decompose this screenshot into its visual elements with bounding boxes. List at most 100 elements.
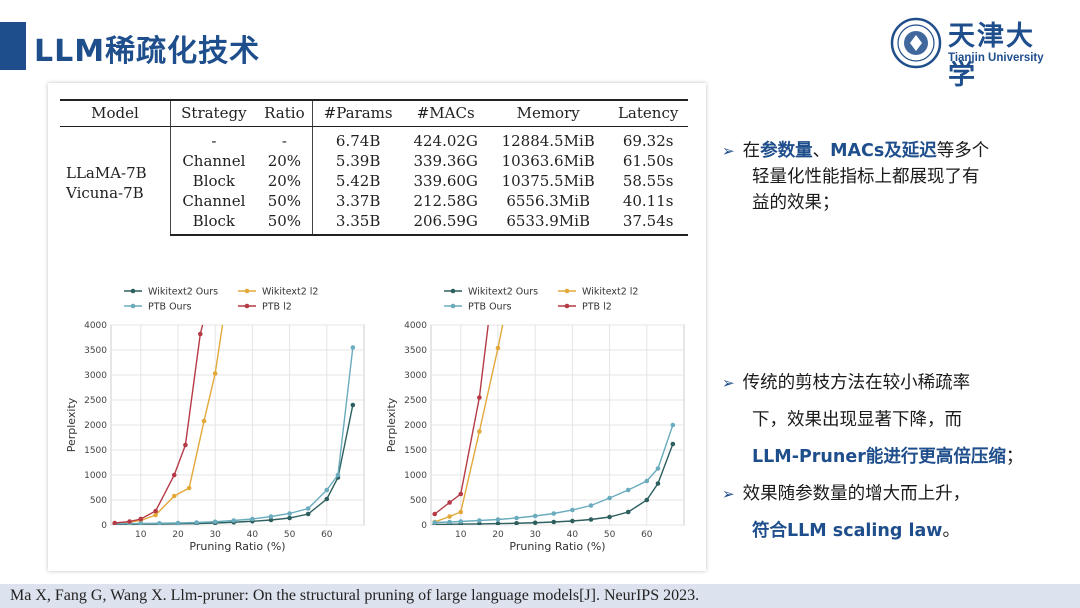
x-axis-label: Pruning Ratio (%) xyxy=(189,540,285,553)
bullet-3: ➢ 效果随参数量的增大而上升， 符合LLM scaling law。 xyxy=(722,476,1062,550)
cell-strategy: Channel xyxy=(182,152,246,170)
data-point xyxy=(551,519,557,525)
data-point xyxy=(212,519,218,525)
model-name: LLaMA-7B xyxy=(66,164,147,182)
bullet-arrow-icon: ➢ xyxy=(722,485,735,503)
bullet-text: 效果随参数量的增大而上升， xyxy=(742,484,971,504)
legend-label: PTB l2 xyxy=(582,302,612,313)
data-point xyxy=(607,495,612,501)
legend-label: Wikitext2 Ours xyxy=(148,287,218,298)
data-point xyxy=(268,514,274,519)
cell-memory: 6533.9MiB xyxy=(488,211,609,236)
x-tick-label: 60 xyxy=(321,530,333,540)
data-point xyxy=(127,519,132,524)
x-tick-label: 10 xyxy=(455,530,467,540)
y-tick-label: 2000 xyxy=(84,421,107,431)
cell-params: 5.42B xyxy=(335,172,381,190)
th-strategy: Strategy xyxy=(170,99,257,127)
legend-label: Wikitext2 l2 xyxy=(262,287,318,298)
x-tick-label: 60 xyxy=(641,530,653,540)
data-point xyxy=(447,500,452,505)
data-point xyxy=(212,371,218,376)
th-memory: Memory xyxy=(488,99,609,127)
legend-marker xyxy=(564,288,570,294)
data-point xyxy=(112,520,118,525)
legend-label: PTB l2 xyxy=(262,302,292,313)
x-tick-label: 50 xyxy=(284,530,296,540)
legend-label: PTB Ours xyxy=(148,302,191,313)
cell-macs: 206.59G xyxy=(403,211,489,236)
x-tick-label: 40 xyxy=(247,530,259,540)
bullet-text: 等多个 xyxy=(936,141,990,161)
footer-bar: Ma X, Fang G, Wang X. Llm-pruner: On the… xyxy=(0,584,1080,608)
data-point xyxy=(551,511,557,516)
y-tick-label: 1000 xyxy=(84,471,107,481)
series-line xyxy=(434,325,504,523)
x-tick-label: 30 xyxy=(529,530,541,540)
data-point xyxy=(194,520,199,525)
slide-title: LLM稀疏化技术 xyxy=(34,34,261,69)
data-point xyxy=(447,519,452,525)
cell-memory: 6556.3MiB xyxy=(506,192,590,210)
data-point xyxy=(335,472,341,478)
results-table: Model Strategy Ratio #Params #MACs Memor… xyxy=(60,99,688,236)
y-tick-label: 1500 xyxy=(404,446,427,456)
data-point xyxy=(495,521,501,525)
table-row: Channel 50% 3.37B 212.58G 6556.3MiB 40.1… xyxy=(60,191,688,211)
y-tick-label: 0 xyxy=(421,521,427,531)
data-point xyxy=(655,481,661,486)
x-tick-label: 10 xyxy=(135,530,147,540)
data-point xyxy=(171,472,177,478)
cell-ratio: 50% xyxy=(256,211,313,236)
title-accent-bar xyxy=(0,22,26,70)
legend-marker xyxy=(244,288,250,294)
th-macs: #MACs xyxy=(403,99,489,127)
bullet-2: ➢ 传统的剪枝方法在较小稀疏率 下，效果出现显著下降，而 LLM-Pruner能进… xyxy=(722,365,1062,476)
data-point xyxy=(495,345,501,351)
data-point xyxy=(495,517,501,522)
table-row: Block 20% 5.42B 339.60G 10375.5MiB 58.55… xyxy=(60,171,688,191)
y-tick-label: 500 xyxy=(410,496,427,506)
y-tick-label: 3500 xyxy=(404,346,427,356)
bullet-text: 下，效果出现显著下降，而 xyxy=(752,410,962,430)
cell-ratio: 50% xyxy=(256,191,313,211)
data-point xyxy=(268,517,274,523)
data-point xyxy=(153,508,158,514)
data-point xyxy=(570,507,575,513)
cell-latency: 37.54s xyxy=(608,211,688,236)
data-point xyxy=(138,516,144,522)
data-point xyxy=(625,487,631,493)
cell-strategy: Channel xyxy=(182,192,246,210)
data-point xyxy=(432,511,438,517)
results-table-wrap: Model Strategy Ratio #Params #MACs Memor… xyxy=(60,99,688,236)
data-point xyxy=(458,509,464,515)
citation: Ma X, Fang G, Wang X. Llm-pruner: On the… xyxy=(10,587,700,604)
perplexity-chart-left: 0 500 1000 1500 2000 2500 3000 3500 4000 10 20 30 40… xyxy=(65,287,365,553)
legend-marker xyxy=(564,303,570,309)
data-point xyxy=(588,517,594,522)
data-point xyxy=(197,331,203,337)
data-point xyxy=(250,516,255,522)
y-tick-label: 3500 xyxy=(84,346,107,356)
y-axis-label: Perplexity xyxy=(385,397,398,452)
cell-memory: 12884.5MiB xyxy=(501,132,595,150)
y-tick-label: 4000 xyxy=(84,321,107,331)
data-point xyxy=(350,345,356,350)
paper-figure: Model Strategy Ratio #Params #MACs Memor… xyxy=(48,83,706,571)
x-tick-label: 50 xyxy=(604,530,616,540)
data-point xyxy=(532,513,538,519)
bullet-text: 传统的剪枝方法在较小稀疏率 xyxy=(742,373,971,393)
cell-params: 6.74B xyxy=(335,132,381,150)
bullet-highlight: 符合LLM scaling law xyxy=(752,521,943,541)
legend-label: Wikitext2 l2 xyxy=(582,287,638,298)
data-point xyxy=(514,520,519,525)
data-point xyxy=(447,514,452,519)
table-row: Channel 20% 5.39B 339.36G 10363.6MiB 61.… xyxy=(60,151,688,171)
data-point xyxy=(231,518,237,523)
data-point xyxy=(157,520,162,525)
x-tick-label: 20 xyxy=(172,530,184,540)
data-point xyxy=(201,418,207,424)
data-point xyxy=(153,512,158,518)
legend-marker xyxy=(130,288,136,294)
bullet-1: ➢ 在参数量、MACs及延迟等多个 轻量化性能指标上都展现了有 益的效果； xyxy=(722,138,1062,216)
